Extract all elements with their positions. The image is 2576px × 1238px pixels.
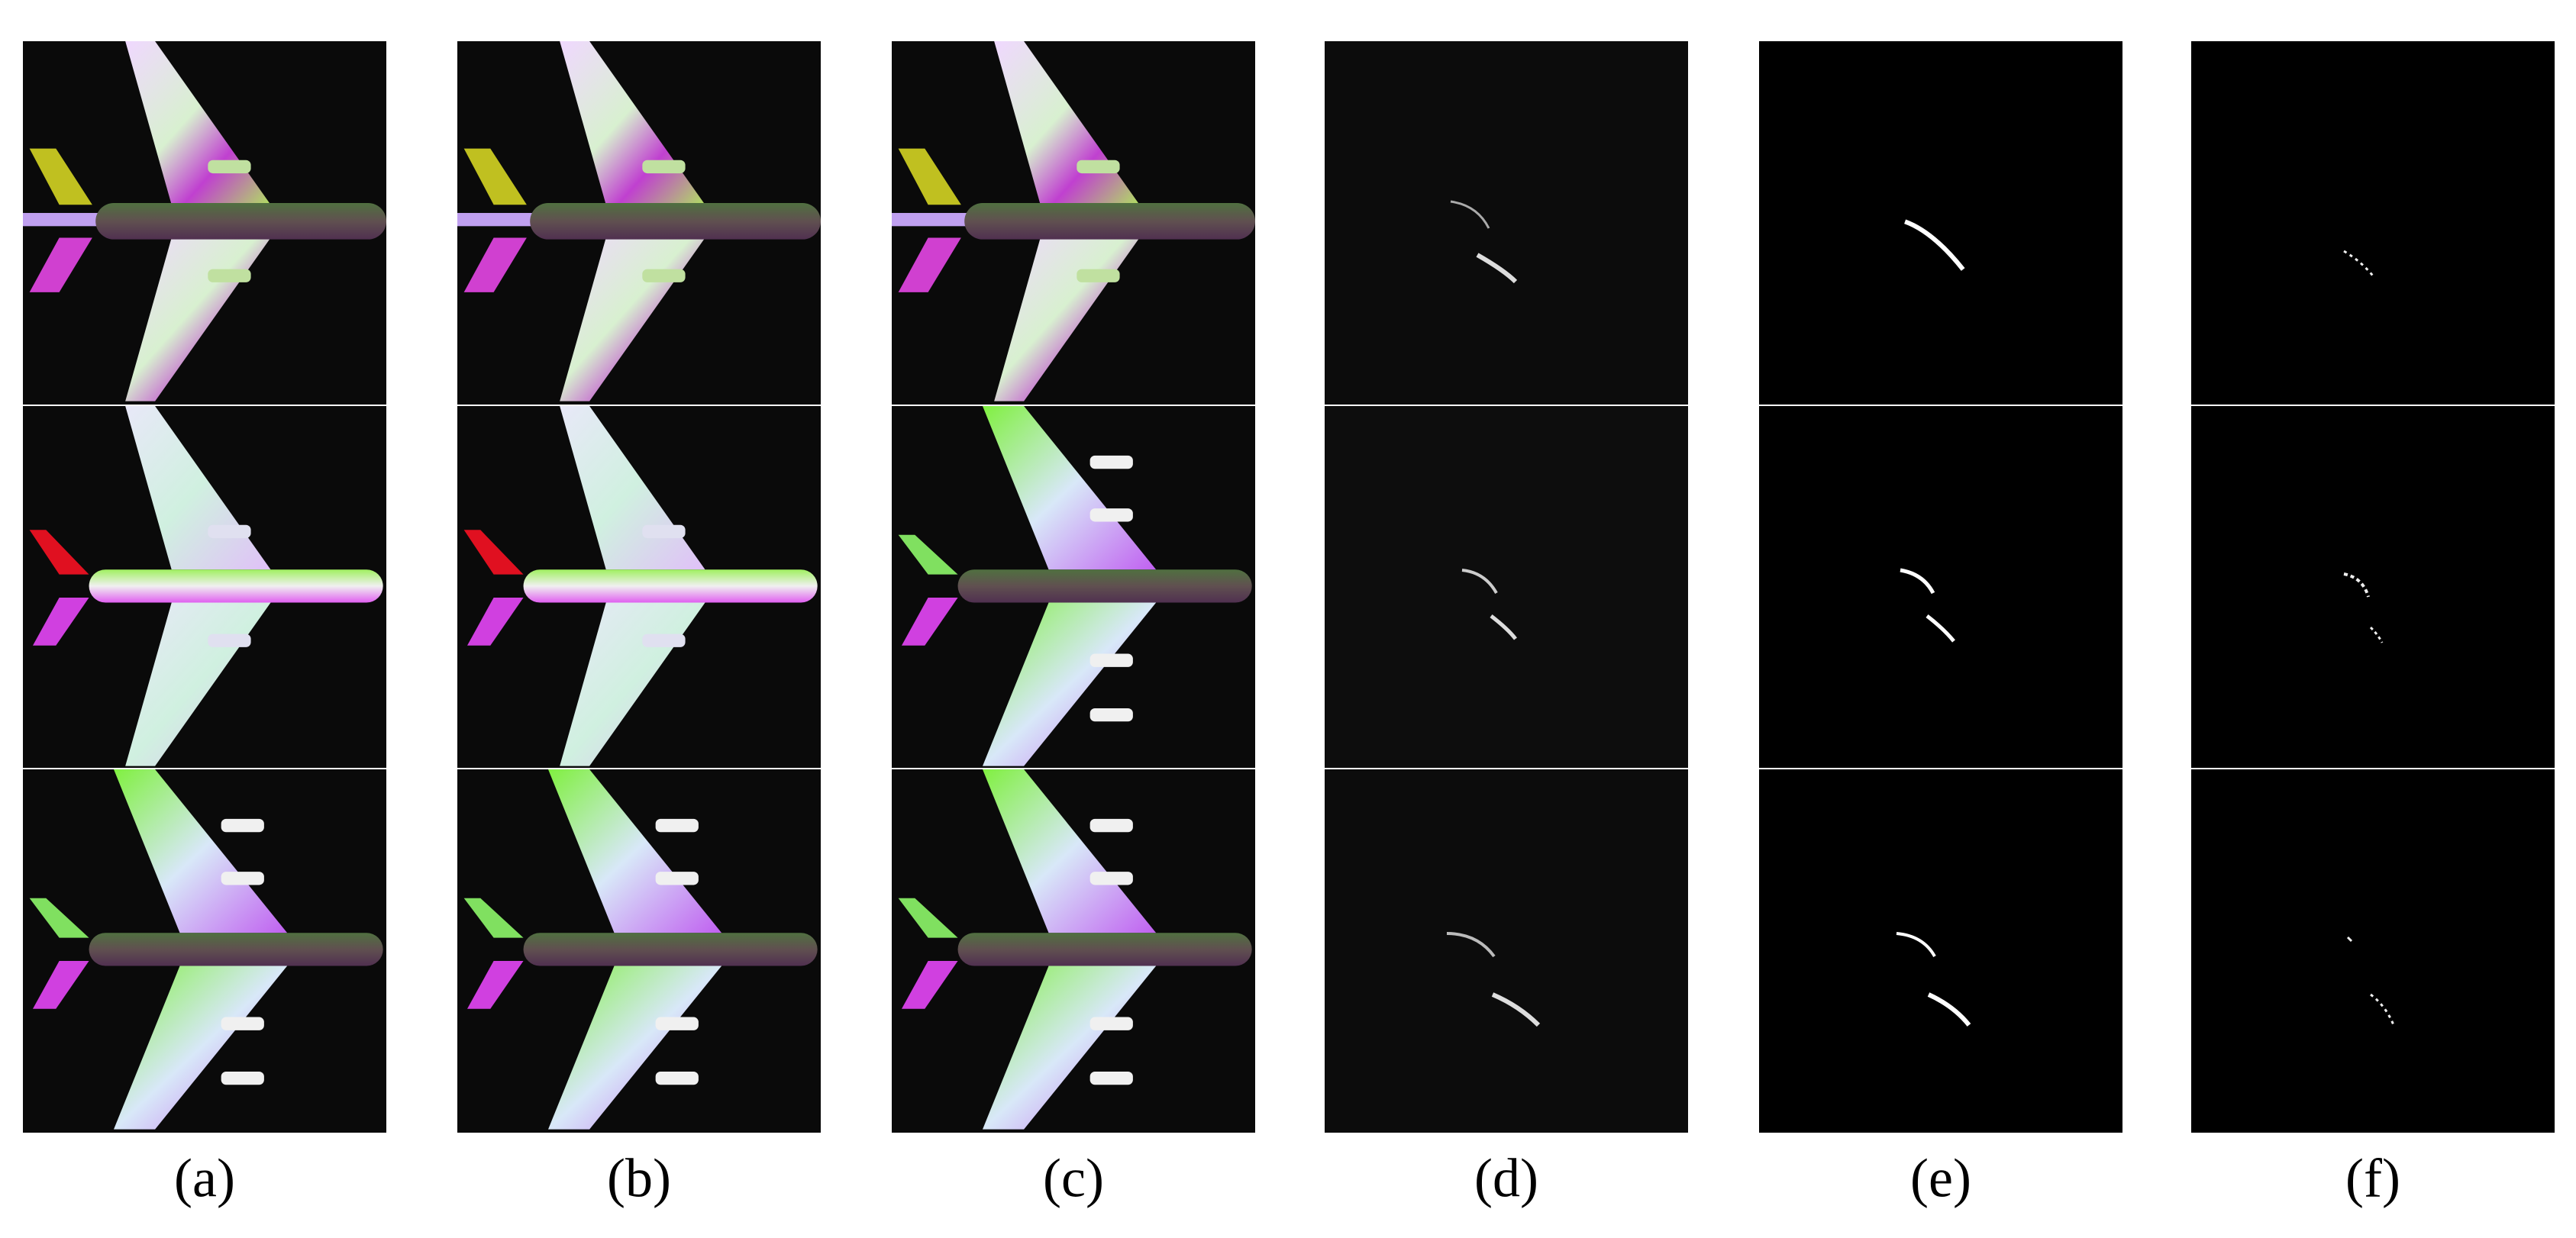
panel [2191,406,2555,768]
panel [2191,41,2555,405]
panel [1325,769,1688,1133]
panel-label: (d) [1474,1148,1538,1209]
panel-label: (e) [1910,1148,1971,1209]
panel [457,406,821,768]
panel [1759,406,2122,768]
panel-label: (b) [607,1148,671,1209]
panel [23,769,386,1133]
panel-label: (f) [2345,1148,2400,1209]
panel [1325,406,1688,768]
panel-label: (a) [174,1148,235,1209]
panel [1759,41,2122,405]
panel [23,41,386,405]
panel-grid [23,41,2555,1133]
panel [892,406,1255,768]
panel [23,406,386,768]
panel [892,41,1255,405]
panel-label: (c) [1043,1148,1104,1209]
panel [1759,769,2122,1133]
panel [1325,41,1688,405]
panel [457,769,821,1133]
panel [2191,769,2555,1133]
panel [457,41,821,405]
panel [892,769,1255,1133]
